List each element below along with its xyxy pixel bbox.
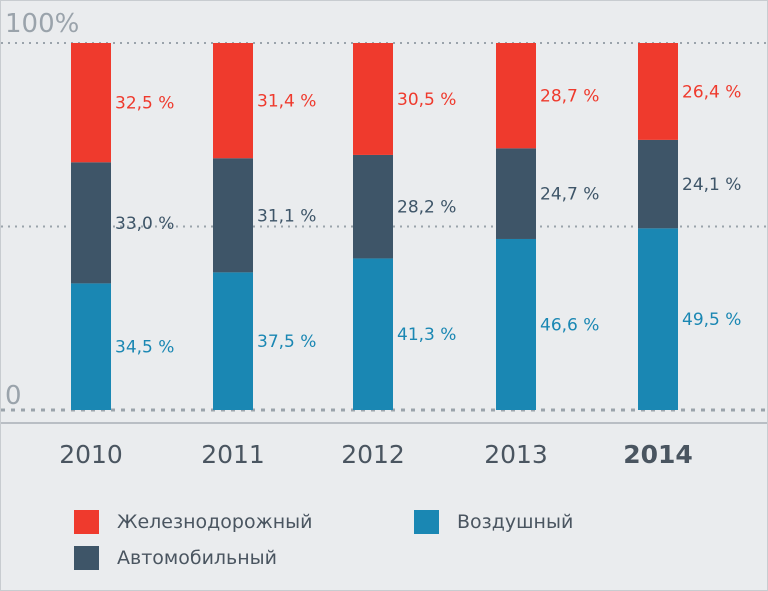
bar-segment-2013-2: [496, 43, 536, 149]
data-label-2012-2: 30,5 %: [397, 90, 456, 110]
y-tick-label-min: 0: [5, 381, 22, 411]
legend-label-rail: Железнодорожный: [117, 511, 313, 533]
bar-segment-2012-0: [353, 258, 393, 410]
bar-segment-2011-0: [213, 272, 253, 410]
bar-segment-2012-2: [353, 43, 393, 155]
x-axis-labels: 2010 2011 2012 2013 2014: [1, 422, 767, 494]
bar-segment-2014-0: [638, 228, 678, 410]
x-tick-label-2013: 2013: [484, 440, 548, 469]
data-label-2011-1: 31,1 %: [257, 206, 316, 226]
bar-segment-2014-1: [638, 139, 678, 229]
data-label-2014-0: 49,5 %: [682, 310, 741, 330]
x-tick-label-2012: 2012: [341, 440, 405, 469]
data-label-2011-0: 37,5 %: [257, 332, 316, 352]
data-label-2012-1: 28,2 %: [397, 198, 456, 218]
legend: Железнодорожный Воздушный Автомобильный: [1, 492, 767, 590]
bar-segment-2012-1: [353, 154, 393, 259]
x-tick-label-2011: 2011: [201, 440, 265, 469]
bar-segment-2010-2: [71, 43, 111, 163]
legend-swatch-air: [414, 510, 439, 534]
legend-label-air: Воздушный: [457, 511, 574, 533]
plot-area: 34,5 % 33,0 % 32,5 % 37,5 % 31,1 % 31,4 % 41,3…: [1, 1, 767, 422]
legend-label-road: Автомобильный: [117, 547, 278, 569]
data-label-2011-2: 31,4 %: [257, 92, 316, 112]
legend-item-rail: Железнодорожный: [74, 510, 312, 534]
legend-item-road: Автомобильный: [74, 546, 277, 570]
data-label-2010-2: 32,5 %: [115, 94, 174, 114]
x-tick-label-2014: 2014: [623, 440, 693, 469]
legend-swatch-road: [74, 546, 99, 570]
data-label-2014-2: 26,4 %: [682, 82, 741, 102]
data-label-2010-1: 33,0 %: [115, 214, 174, 234]
bar-segment-2010-0: [71, 283, 111, 410]
data-label-2013-1: 24,7 %: [540, 185, 599, 205]
legend-swatch-rail: [74, 510, 99, 534]
bar-segment-2013-0: [496, 238, 536, 410]
y-tick-label-max: 100%: [5, 9, 80, 39]
data-label-2013-2: 28,7 %: [540, 87, 599, 107]
x-tick-label-2010: 2010: [59, 440, 123, 469]
data-label-2010-0: 34,5 %: [115, 338, 174, 358]
data-label-2013-0: 46,6 %: [540, 315, 599, 335]
data-label-2012-0: 41,3 %: [397, 325, 456, 345]
bar-segment-2011-1: [213, 158, 253, 273]
bar-segment-2014-2: [638, 43, 678, 140]
data-label-2014-1: 24,1 %: [682, 175, 741, 195]
bar-segment-2010-1: [71, 162, 111, 284]
bar-segment-2011-2: [213, 43, 253, 159]
bar-segment-2013-1: [496, 148, 536, 239]
stacked-bar-chart: 34,5 % 33,0 % 32,5 % 37,5 % 31,1 % 31,4 % 41,3…: [1, 42, 767, 412]
legend-item-air: Воздушный: [414, 510, 573, 534]
